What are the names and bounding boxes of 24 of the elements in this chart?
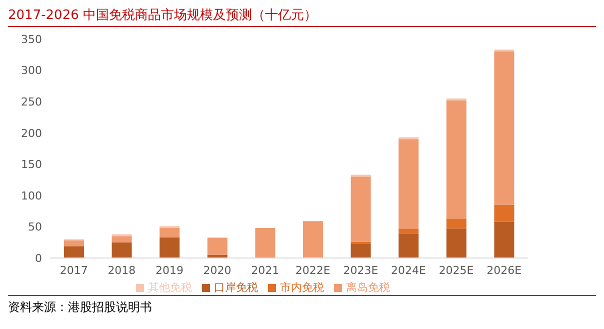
x-tick-label: 2026E [486, 264, 522, 277]
y-tick-label: 100 [21, 189, 42, 202]
legend-label: 其他免税 [148, 281, 192, 294]
y-tick-label: 250 [21, 95, 42, 108]
y-tick-label: 50 [28, 220, 42, 234]
x-tick-label: 2019 [156, 264, 184, 277]
x-tick-label: 2023E [343, 264, 378, 277]
y-tick-label: 200 [21, 126, 42, 140]
x-tick-label: 2017 [60, 264, 88, 277]
legend-label: 市内免税 [280, 281, 324, 294]
x-tick-label: 2025E [438, 264, 474, 277]
legend-label: 口岸免税 [214, 281, 258, 294]
x-tick-label: 2018 [108, 264, 136, 277]
chart-title: 2017-2026 中国免税商品市场规模及预测（十亿元） [8, 8, 596, 27]
x-tick-label: 2021 [251, 264, 280, 277]
text: 资料来源：港股招股说明书 [8, 295, 596, 316]
x-tick-label: 2024E [391, 264, 426, 277]
y-tick-label: 0 [35, 252, 42, 265]
y-tick-label: 350 [21, 32, 42, 46]
x-tick-label: 2020 [203, 264, 232, 277]
x-tick-label: 2022E [295, 264, 330, 277]
legend-label: 离岛免税 [346, 281, 390, 294]
y-tick-label: 300 [21, 64, 42, 78]
y-tick-label: 150 [21, 158, 42, 172]
